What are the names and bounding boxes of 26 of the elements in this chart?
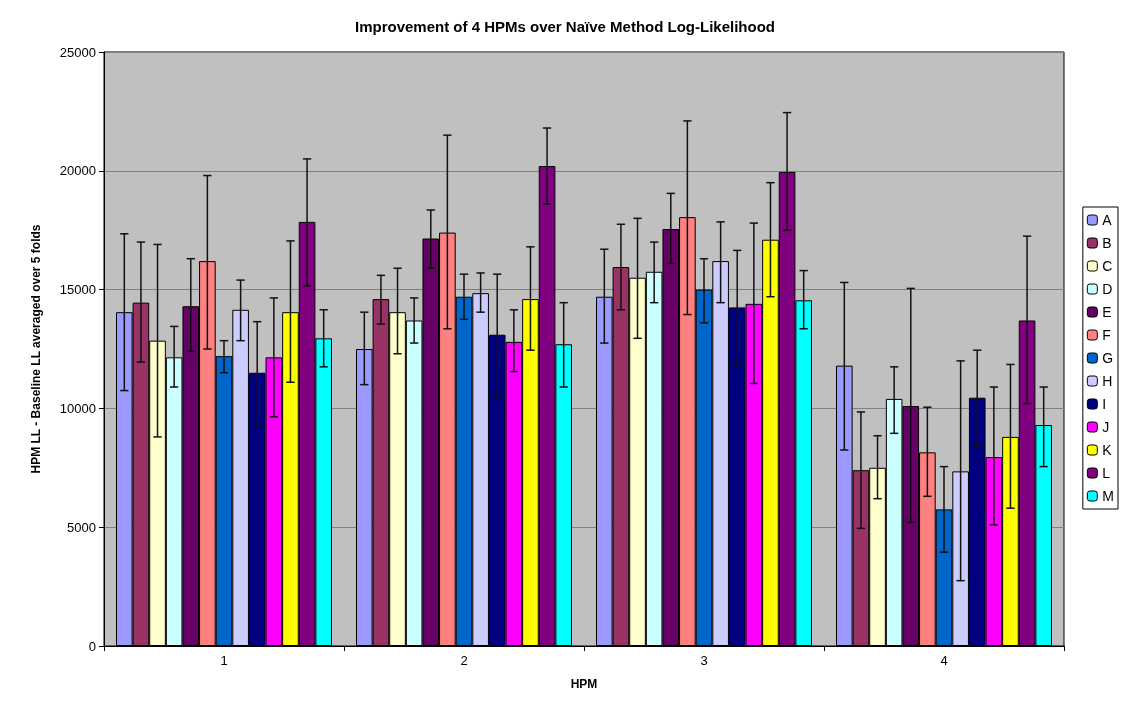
legend-label: I xyxy=(1102,396,1107,412)
y-tick-label: 20000 xyxy=(59,163,96,179)
legend-label: D xyxy=(1102,281,1113,297)
y-tick-label: 0 xyxy=(88,638,96,654)
legend-label: H xyxy=(1102,373,1113,389)
y-tick-label: 10000 xyxy=(59,400,96,416)
y-tick-label: 5000 xyxy=(67,519,96,535)
x-axis-title: HPM xyxy=(570,677,598,691)
legend-label: K xyxy=(1102,442,1113,458)
legend-label: C xyxy=(1102,258,1113,274)
legend-label: A xyxy=(1102,212,1113,228)
legend-label: M xyxy=(1102,488,1115,504)
legend-label: F xyxy=(1102,327,1111,343)
legend-label: L xyxy=(1102,465,1111,481)
legend-label: J xyxy=(1102,419,1110,435)
chart-title: Improvement of 4 HPMs over Naïve Method Log-Likelihood xyxy=(354,18,776,35)
x-tick-label: 1 xyxy=(220,653,228,668)
y-tick-label: 25000 xyxy=(59,44,96,60)
y-axis-title: HPM LL - Baseline LL averaged over 5 folds xyxy=(29,224,43,474)
legend-label: B xyxy=(1102,235,1112,251)
x-tick-label: 2 xyxy=(460,653,468,668)
x-tick-label: 4 xyxy=(940,653,948,668)
legend-label: G xyxy=(1102,350,1114,366)
x-tick-label: 3 xyxy=(700,653,708,668)
y-tick-label: 15000 xyxy=(59,282,96,298)
legend-label: E xyxy=(1102,304,1112,320)
